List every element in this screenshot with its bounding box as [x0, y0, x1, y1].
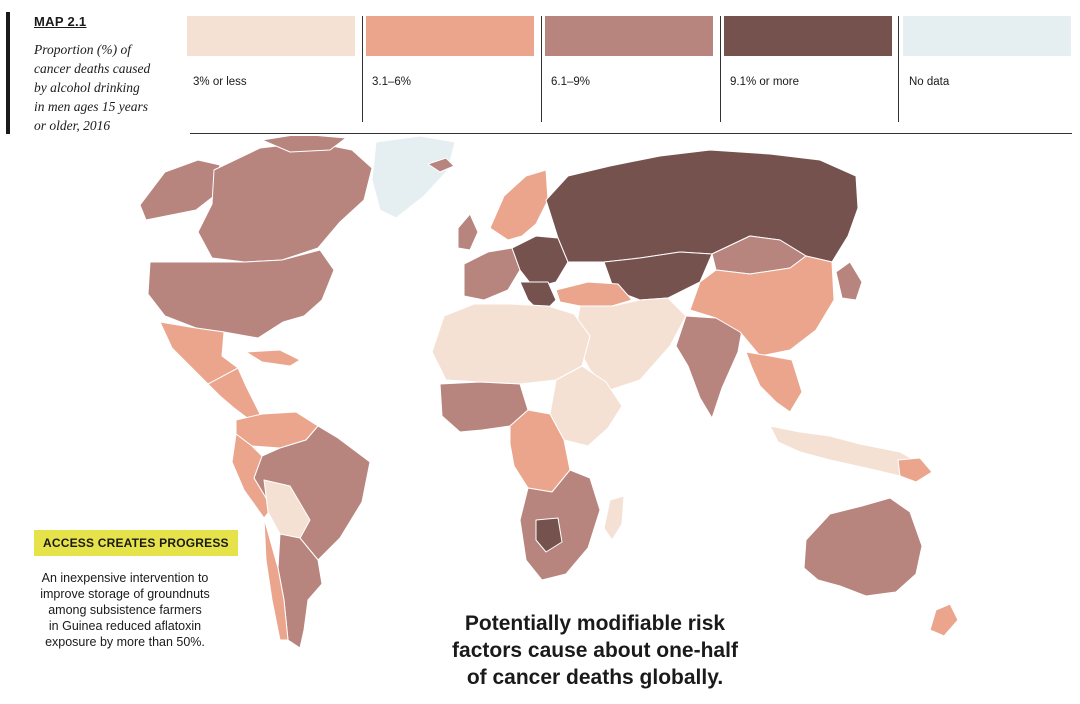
legend-swatch [724, 16, 892, 56]
headline: Potentially modifiable risk factors caus… [420, 610, 770, 691]
callout-line: An inexpensive intervention to [41, 571, 209, 585]
legend: 3% or less 3.1–6% 6.1–9% 9.1% or more No… [187, 16, 1072, 124]
headline-line: factors cause about one-half [452, 639, 738, 662]
legend-item-no-data: No data [903, 16, 1080, 124]
legend-label: 3.1–6% [372, 76, 412, 88]
caption-line: by alcohol drinking [34, 80, 140, 95]
legend-swatch [903, 16, 1071, 56]
legend-swatch [366, 16, 534, 56]
legend-item-mid-high: 6.1–9% [545, 16, 723, 124]
caption-line: cancer deaths caused [34, 61, 151, 76]
legend-divider [541, 16, 542, 122]
region-greenland [371, 136, 456, 219]
region-middle-east [573, 297, 687, 391]
accent-bar [6, 12, 10, 134]
region-caribbean [245, 349, 301, 367]
region-canada-islands [261, 136, 347, 153]
headline-line: Potentially modifiable risk [464, 612, 726, 635]
region-turkey-caucasus [555, 281, 633, 307]
callout-text: An inexpensive intervention to improve s… [20, 570, 230, 650]
region-western-europe [463, 247, 521, 301]
region-north-africa [431, 303, 591, 385]
region-madagascar [603, 495, 625, 541]
map-label: MAP 2.1 [34, 14, 87, 29]
region-uk [457, 213, 479, 251]
callout-line: among subsistence farmers [48, 603, 202, 617]
region-southern-africa [519, 469, 601, 581]
region-scandinavia [489, 169, 549, 241]
legend-item-high: 9.1% or more [724, 16, 902, 124]
callout-line: improve storage of groundnuts [40, 587, 210, 601]
region-southeast-asia [745, 351, 803, 413]
headline-line: of cancer deaths globally. [466, 666, 724, 689]
region-usa [147, 249, 335, 339]
legend-swatch [187, 16, 355, 56]
legend-divider [898, 16, 899, 122]
region-iceland [427, 157, 455, 173]
legend-swatch [545, 16, 713, 56]
caption-line: Proportion (%) of [34, 42, 131, 57]
region-japan-korea [835, 261, 863, 301]
callout-line: in Guinea reduced aflatoxin [48, 619, 202, 633]
region-india [675, 315, 743, 419]
map-caption: Proportion (%) of cancer deaths caused b… [34, 40, 184, 135]
legend-label: No data [909, 76, 950, 88]
legend-label: 3% or less [193, 76, 247, 88]
region-new-zealand [929, 603, 959, 637]
legend-divider [720, 16, 721, 122]
legend-divider [362, 16, 363, 122]
callout-line: exposure by more than 50%. [45, 635, 205, 649]
legend-label: 6.1–9% [551, 76, 591, 88]
legend-rule [190, 133, 1072, 134]
region-canada [197, 141, 373, 263]
region-china [689, 255, 835, 357]
region-central-europe [511, 235, 569, 289]
region-botswana-zambia [535, 517, 563, 553]
world-map [139, 136, 959, 649]
region-chile [263, 517, 289, 641]
region-papua-new-guinea [897, 457, 933, 483]
callout-tag: ACCESS CREATES PROGRESS [34, 530, 238, 556]
caption-line: or older, 2016 [34, 118, 111, 133]
legend-item-low: 3% or less [187, 16, 365, 124]
caption-line: in men ages 15 years [34, 99, 148, 114]
region-russia [545, 149, 859, 263]
legend-label: 9.1% or more [730, 76, 800, 88]
region-australia [803, 497, 923, 597]
legend-item-mid-low: 3.1–6% [366, 16, 544, 124]
